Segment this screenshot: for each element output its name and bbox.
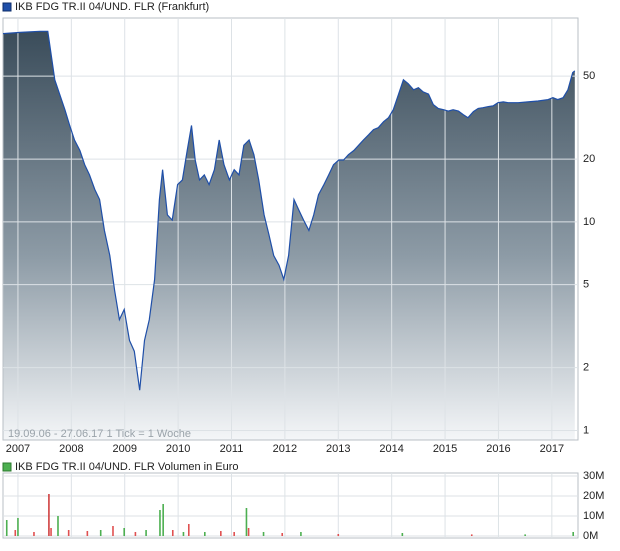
volume-bar [572, 532, 574, 536]
volume-bar [99, 530, 102, 536]
plot-frame [2, 472, 579, 539]
volume-bar [470, 534, 473, 536]
x-tick-label: 2014 [379, 443, 403, 455]
x-tick-label: 2013 [326, 443, 350, 455]
x-tick-label: 2012 [273, 443, 297, 455]
volume-bar [57, 516, 59, 536]
area-fill [3, 31, 575, 441]
legend-label: IKB FDG TR.II 04/UND. FLR Volumen in Eur… [15, 461, 239, 473]
x-tick-label: 2010 [166, 443, 190, 455]
y-tick-label: 10 [583, 216, 595, 228]
volume-bar [17, 518, 19, 536]
volume-bar [159, 510, 161, 536]
x-tick-label: 2011 [220, 443, 244, 455]
volume-bar [220, 531, 222, 536]
volume-bar [14, 530, 17, 536]
volume-bar [337, 534, 340, 536]
y-tick-label: 2 [583, 362, 589, 374]
y-tick-label: 20M [583, 490, 604, 502]
volume-bar [134, 532, 137, 536]
volume-bar [5, 520, 8, 536]
volume-bar [50, 528, 52, 536]
x-tick-label: 2017 [540, 443, 564, 455]
volume-bar [171, 530, 174, 536]
volume-bar [182, 532, 185, 536]
volume-bar [86, 531, 89, 536]
x-tick-label: 2008 [59, 443, 83, 455]
y-tick-label: 30M [583, 470, 604, 482]
volume-bar [187, 524, 190, 536]
legend-swatch [2, 2, 12, 12]
volume-bar [245, 508, 248, 536]
volume-bar [233, 532, 235, 536]
volume-bar [524, 534, 526, 536]
x-tick-label: 2015 [433, 443, 457, 455]
y-tick-label: 50 [583, 70, 595, 82]
x-tick-label: 2016 [486, 443, 510, 455]
volume-bar [67, 530, 70, 536]
legend-swatch [2, 462, 12, 472]
volume-bar [281, 533, 284, 536]
x-tick-label: 2007 [6, 443, 30, 455]
y-tick-label: 10M [583, 510, 604, 522]
volume-bar [401, 533, 404, 536]
annotation: 19.09.06 - 27.06.17 1 Tick = 1 Woche [8, 428, 191, 440]
volume-bar [247, 528, 250, 536]
price-line [2, 30, 576, 391]
volume-bar [48, 494, 50, 536]
y-tick-label: 0M [583, 530, 598, 542]
volume-bar [204, 532, 206, 536]
volume-bar [300, 532, 302, 536]
volume-bar [262, 532, 265, 536]
volume-bar [112, 526, 114, 536]
volume-bar [145, 530, 147, 536]
y-tick-label: 5 [583, 279, 589, 291]
volume-bar [33, 532, 35, 536]
volume-bar [123, 528, 125, 536]
legend-label: IKB FDG TR.II 04/UND. FLR (Frankfurt) [15, 1, 209, 13]
y-tick-label: 20 [583, 153, 595, 165]
plot-frame [2, 17, 579, 441]
x-tick-label: 2009 [112, 443, 136, 455]
y-tick-label: 1 [583, 424, 589, 436]
volume-bar [162, 504, 164, 536]
